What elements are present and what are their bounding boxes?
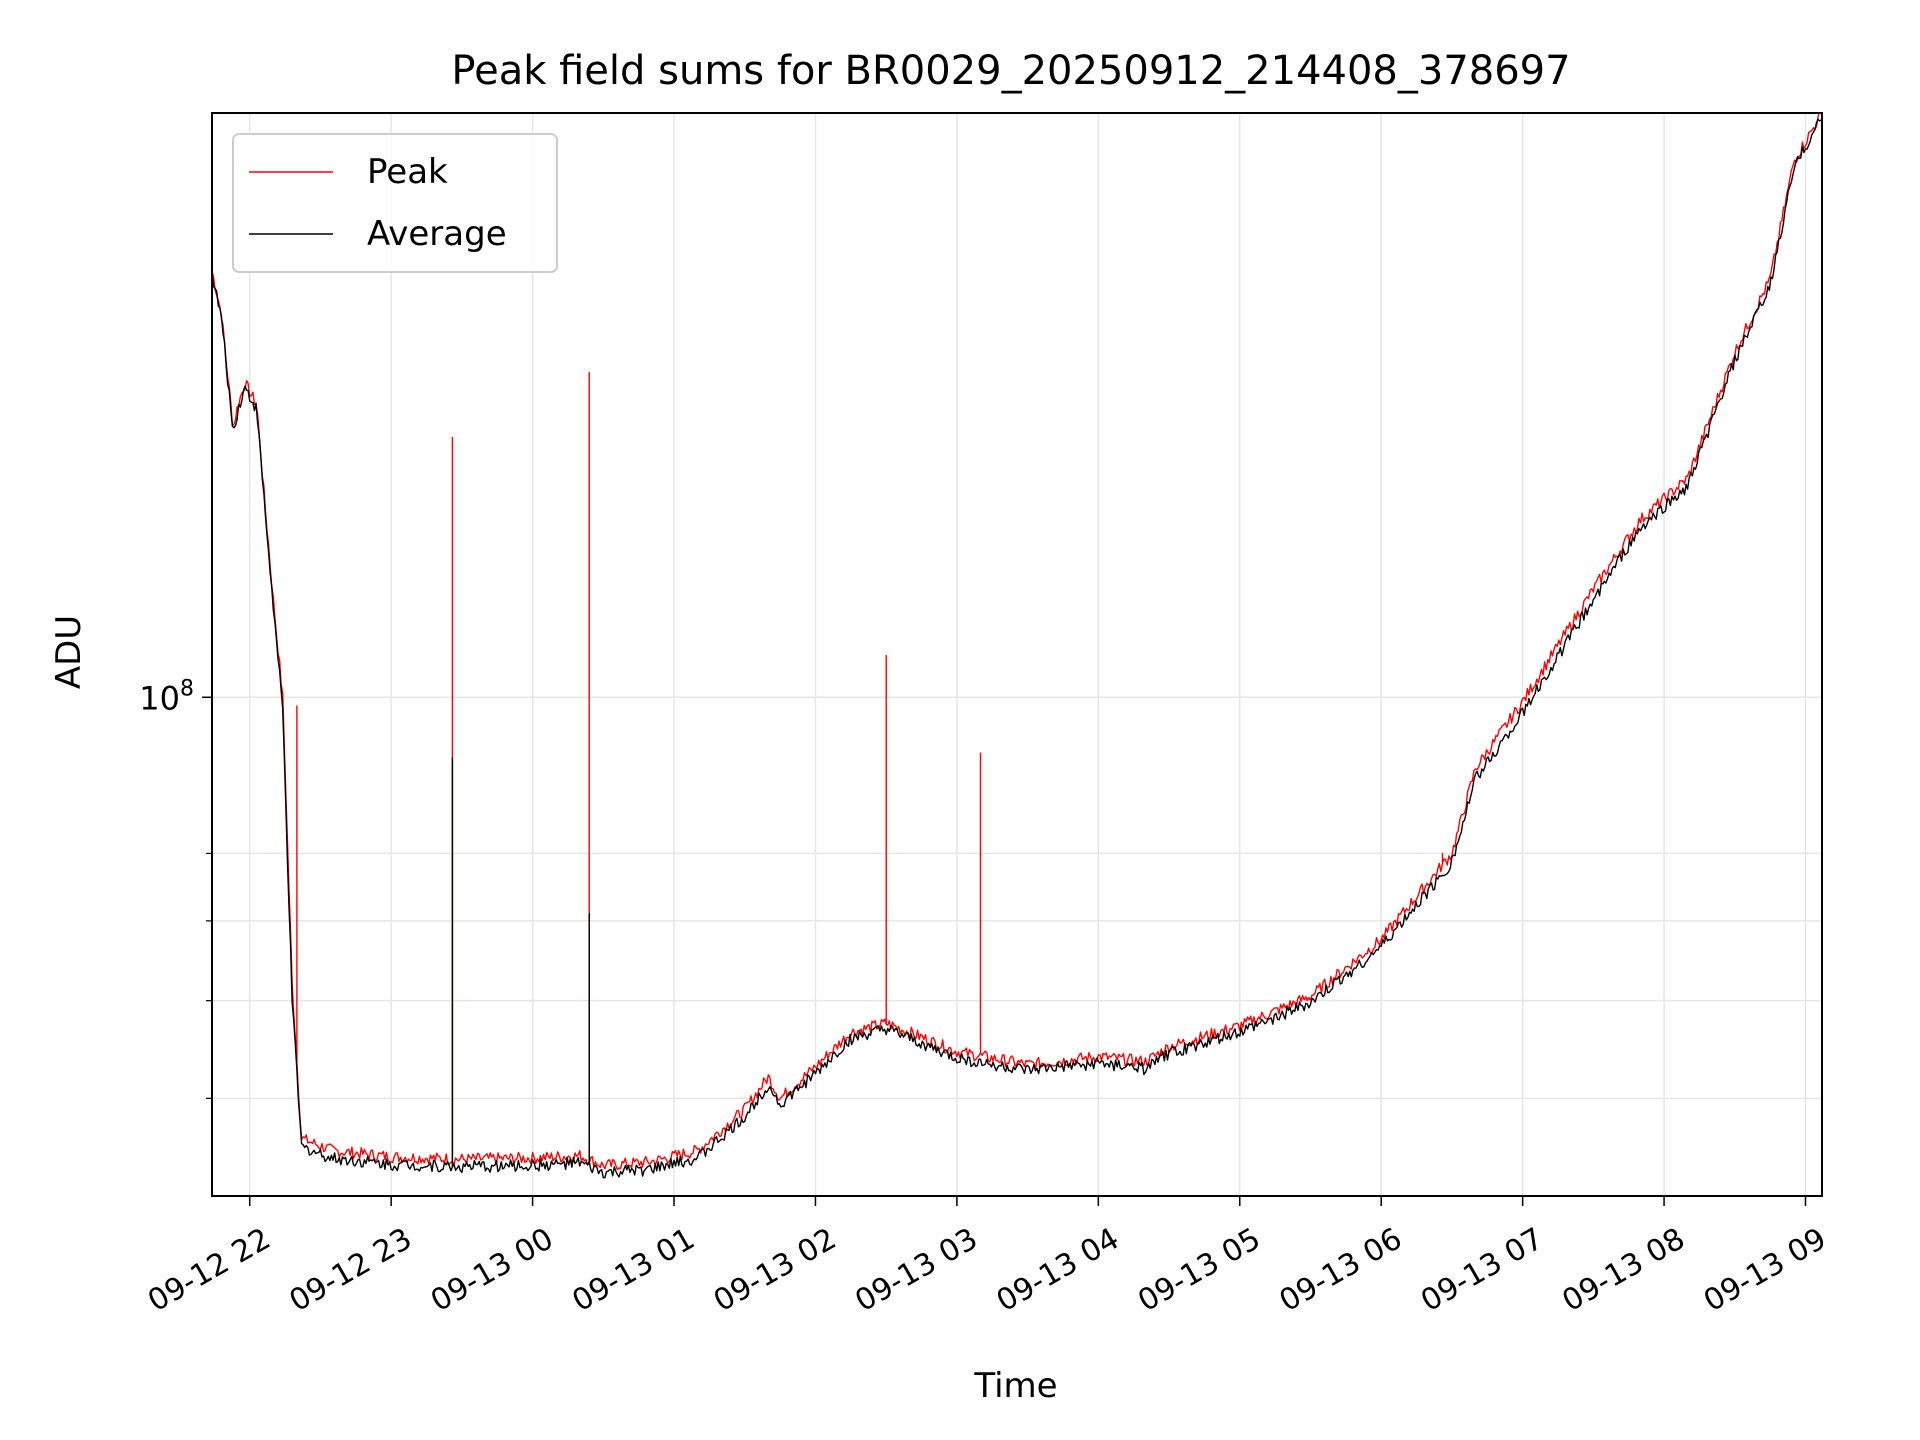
y-axis-label: ADU — [49, 615, 89, 689]
legend-label-peak: Peak — [367, 152, 448, 192]
series-line-peak — [212, 113, 1821, 1171]
series-lines — [212, 113, 1822, 1179]
chart-title: Peak field sums for BR0029_20250912_2144… — [451, 48, 1570, 94]
grid — [212, 113, 1822, 1196]
plot-frame — [211, 112, 1823, 1197]
legend-label-average: Average — [367, 214, 507, 254]
y-tick-label: 108 — [139, 676, 194, 717]
x-axis-label: Time — [973, 1366, 1057, 1406]
legend-box — [232, 133, 558, 273]
series-line-average — [212, 118, 1822, 1179]
legend: Peak Average — [232, 133, 558, 273]
